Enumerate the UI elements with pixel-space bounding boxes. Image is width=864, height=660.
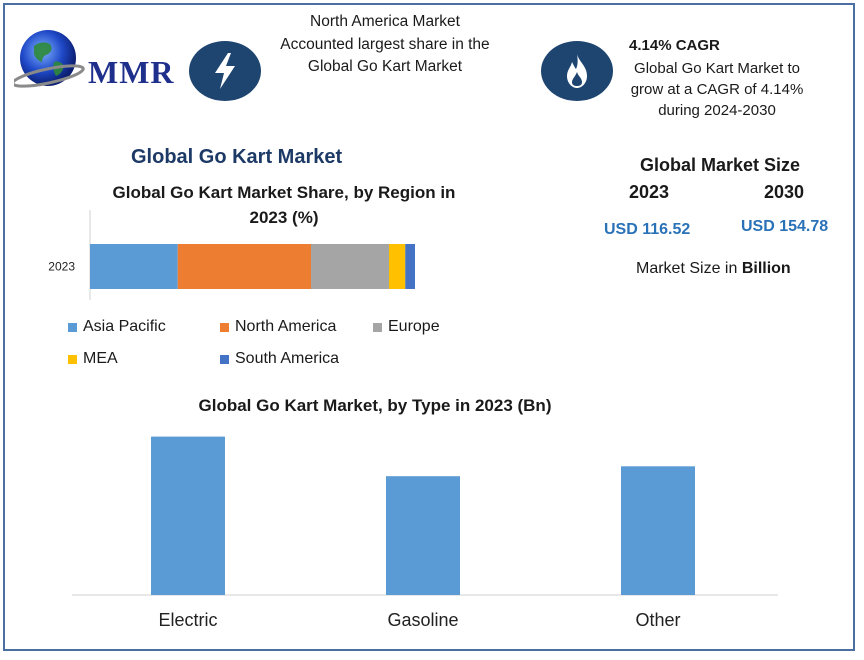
market-size-year: 2023 [629,182,670,202]
lightning-icon [215,53,235,89]
legend-swatch [373,322,382,332]
y-tick-label: 2023 [48,260,75,274]
stacked-bar-segment [311,244,389,289]
legend-swatch [68,322,77,332]
chart-title-line: Global Go Kart Market Share, by Region i… [112,183,456,202]
page-title: Global Go Kart Market [131,146,343,168]
legend-label: South America [235,350,340,367]
brand-logo-text: MMR [88,54,175,90]
stacked-bar-segment [405,244,415,289]
region-share-legend: Asia Pacific North America Europe MEA South … [68,318,488,378]
legend-label: MEA [83,350,118,367]
highlight-line: Global Go Kart Market to [634,60,800,77]
x-tick-label: Electric [158,610,217,630]
type-bar [621,466,695,595]
globe-logo-icon [14,30,85,88]
legend-swatch [220,354,229,364]
infographic-frame [3,3,855,651]
type-chart-title: Global Go Kart Market, by Type in 2023 (… [198,396,552,415]
highlight-line: grow at a CAGR of 4.14% [630,81,804,98]
stacked-bar-segment [90,244,178,289]
legend-item: Asia Pacific [68,318,166,336]
flame-icon [567,54,587,88]
stacked-bar-segment [389,244,406,289]
market-size-note-unit: Billion [741,260,791,277]
stacked-bar-segment [177,244,311,289]
market-size-value: USD 116.52 [604,221,691,238]
x-tick-label: Other [635,610,680,630]
market-size-note-prefix: Market Size in [636,260,742,277]
highlight-icon-circle [541,41,613,101]
region-share-chart: 2023 [48,210,415,300]
highlight-line: Global Go Kart Market [307,58,463,75]
highlight-line: North America Market [310,13,460,30]
cagr-title: 4.14% CAGR [629,37,720,54]
type-chart: Electric Gasoline Other [72,436,778,630]
market-size-value: USD 154.78 [741,218,829,235]
market-size-year: 2030 [764,182,805,202]
highlight-line: during 2024-2030 [658,102,776,119]
legend-swatch [220,322,229,332]
legend-label: Asia Pacific [83,318,166,335]
chart-title-line: 2023 (%) [249,208,319,227]
region-share-chart-title: Global Go Kart Market Share, by Region i… [84,180,484,230]
legend-item: MEA [68,350,118,368]
market-size-heading: Global Market Size [640,155,801,175]
cagr-highlight: Global Go Kart Market to grow at a CAGR … [622,58,812,121]
legend-label: North America [235,318,337,335]
legend-item: North America [220,318,336,336]
type-bar [151,436,225,595]
highlight-icon-circle [189,41,261,101]
legend-item: Europe [373,318,440,336]
x-tick-label: Gasoline [387,610,458,630]
legend-swatch [68,354,77,364]
highlight-line: Accounted largest share in the [280,35,490,53]
north-america-highlight: North America Market Accounted largest s… [265,11,505,79]
type-bar [386,476,460,595]
legend-label: Europe [388,318,440,335]
market-size-note: Market Size in Billion [636,260,791,278]
legend-item: South America [220,350,339,368]
